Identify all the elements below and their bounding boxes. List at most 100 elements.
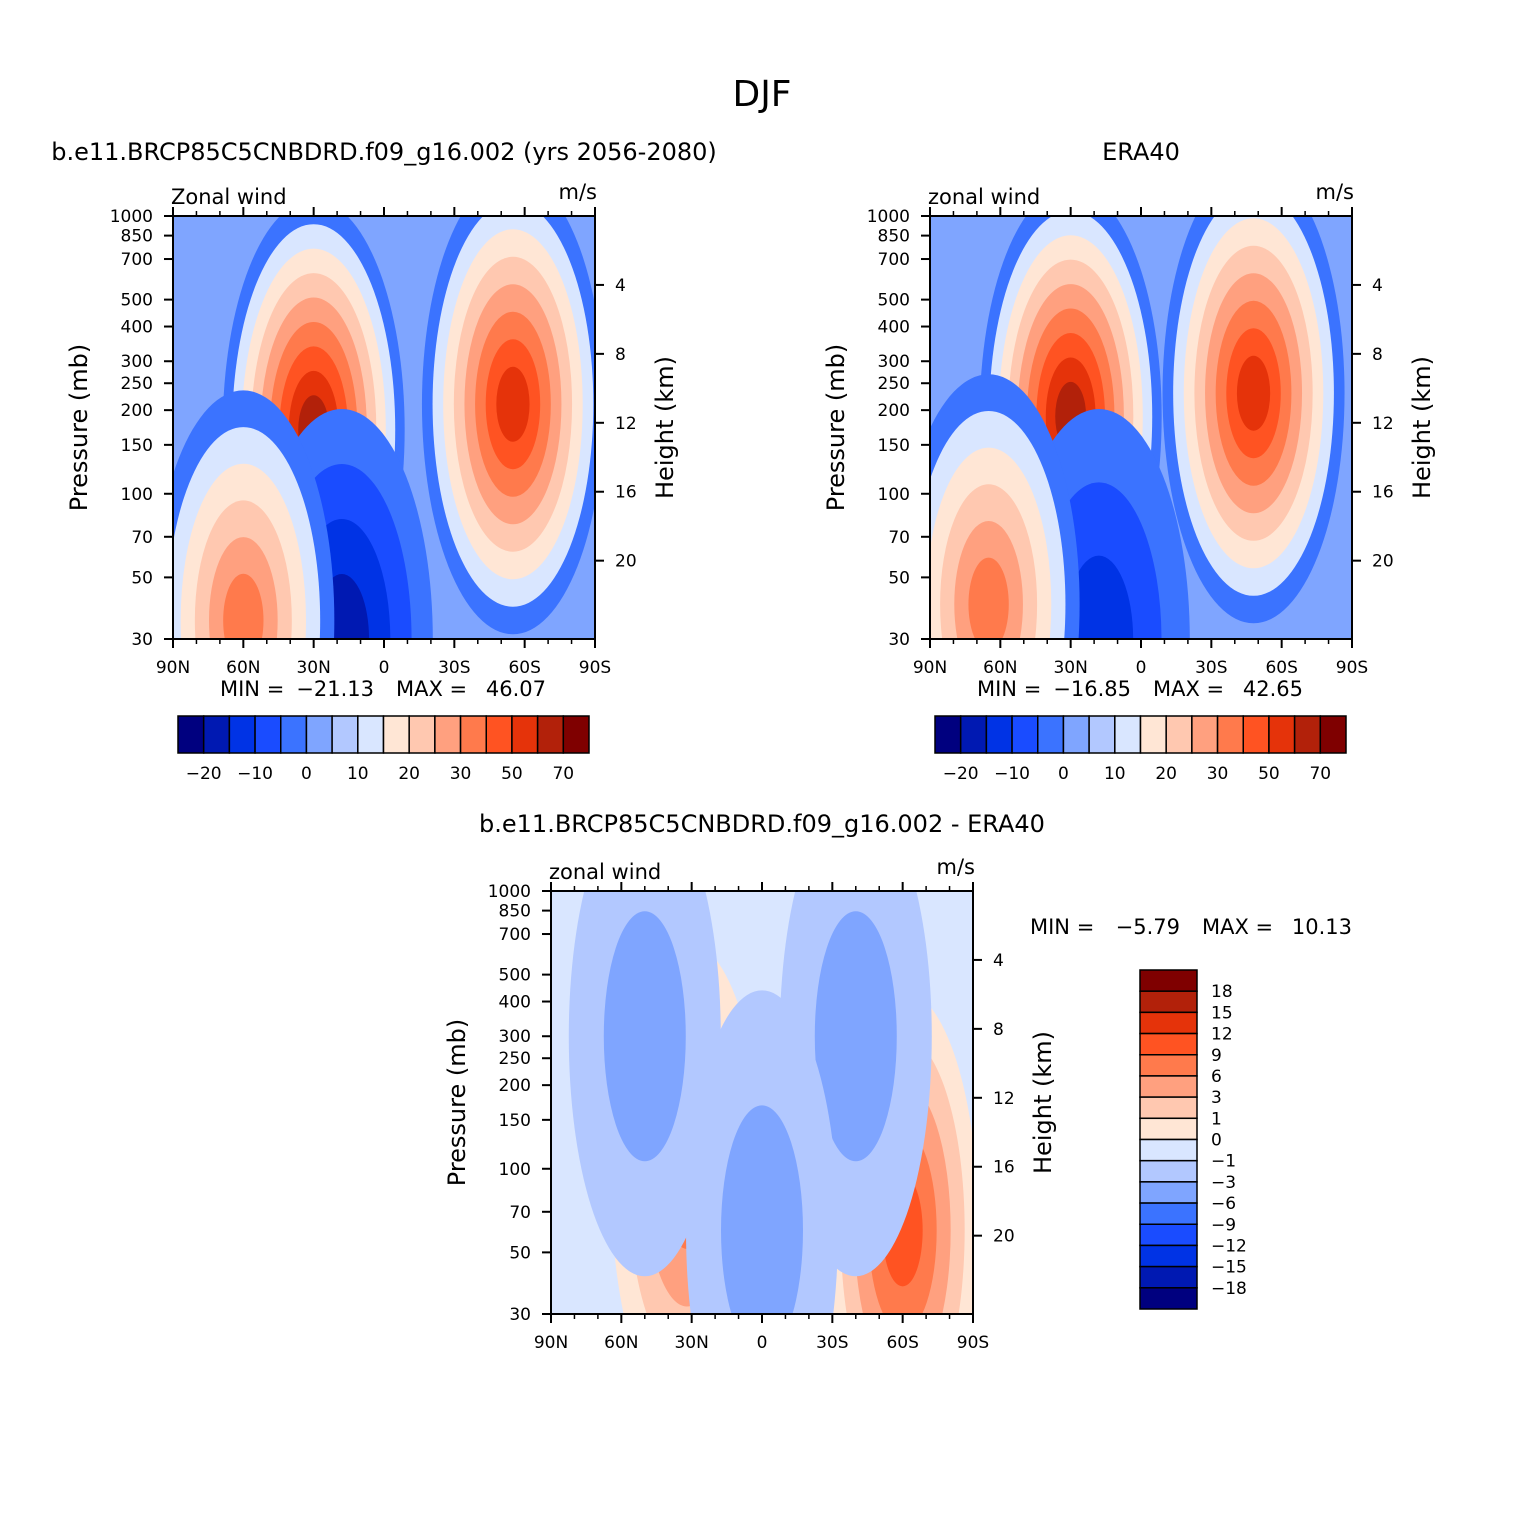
figure-title: DJF [732, 74, 791, 115]
panel-model-colorbar: −20 −10 0 10 20 30 50 70 [177, 715, 590, 784]
panel-model-min-label: MIN = [220, 677, 284, 701]
x-tick-label: 0 [1136, 658, 1147, 678]
contour-band [223, 573, 264, 639]
colorbar-box [1139, 1287, 1198, 1310]
colorbar-box [1139, 1117, 1198, 1141]
colorbar-box [1139, 990, 1198, 1014]
y-right-tick-label: 12 [993, 1089, 1015, 1109]
x-tick-label: 90S [1336, 658, 1368, 678]
colorbar-label: 30 [1207, 764, 1229, 784]
colorbar-box [1139, 1244, 1198, 1268]
colorbar-label: 3 [1211, 1088, 1222, 1108]
colorbar-label: 15 [1211, 1003, 1233, 1023]
y-tick-label: 700 [499, 925, 531, 945]
colorbar-box [1139, 1054, 1198, 1077]
colorbar-label: −9 [1211, 1215, 1236, 1235]
y-tick-label: 300 [499, 1027, 531, 1047]
panel-model-left-label: Zonal wind [171, 185, 287, 209]
y-tick-label: 500 [121, 291, 153, 311]
y-tick-label: 200 [878, 401, 910, 421]
y-tick-label: 70 [509, 1203, 531, 1223]
y-tick-label: 1000 [867, 207, 910, 227]
colorbar-box [1139, 1011, 1198, 1035]
colorbar-box [357, 715, 385, 754]
y-right-tick-label: 4 [615, 276, 626, 296]
y-right-tick-label: 20 [1372, 552, 1394, 572]
colorbar-box [934, 715, 962, 754]
x-tick-label: 60S [508, 658, 540, 678]
colorbar-label: 6 [1211, 1067, 1222, 1087]
panel-model-max-value: 46.07 [486, 677, 546, 701]
colorbar-label: −12 [1211, 1236, 1247, 1256]
panel-diff: b.e11.BRCP85C5CNBDRD.f09_g16.002 - ERA40… [443, 810, 1352, 1353]
y-right-axis-title: Height (km) [651, 356, 679, 499]
panel-obs-title: ERA40 [1102, 138, 1180, 166]
x-tick-label: 30N [1053, 658, 1087, 678]
colorbar-box [1139, 1265, 1198, 1289]
colorbar-label: 18 [1211, 982, 1233, 1002]
y-tick-label: 400 [121, 318, 153, 338]
y-tick-label: 30 [131, 630, 153, 650]
x-tick-label: 90S [579, 658, 611, 678]
colorbar-label: 10 [347, 764, 369, 784]
colorbar-box [1319, 715, 1347, 754]
colorbar-label: −10 [237, 764, 273, 784]
contour-band [1236, 355, 1271, 431]
panel-diff-min-label: MIN = [1030, 915, 1094, 939]
y-tick-label: 50 [888, 568, 910, 588]
colorbar-label: 50 [1258, 764, 1280, 784]
y-right-tick-label: 12 [615, 414, 637, 434]
y-tick-label: 1000 [488, 882, 531, 902]
contour-band [496, 366, 530, 442]
y-tick-label: 700 [878, 250, 910, 270]
colorbar-box [1062, 715, 1090, 754]
y-tick-label: 250 [499, 1049, 531, 1069]
colorbar-label: −3 [1211, 1173, 1236, 1193]
y-tick-label: 30 [509, 1305, 531, 1325]
colorbar-label: −10 [994, 764, 1030, 784]
contour-band [603, 911, 686, 1162]
y-tick-label: 70 [131, 528, 153, 548]
colorbar-box [459, 715, 487, 754]
y-right-tick-label: 8 [993, 1020, 1004, 1040]
y-tick-label: 150 [121, 436, 153, 456]
y-right-axis-title: Height (km) [1029, 1031, 1057, 1174]
y-right-tick-label: 4 [993, 951, 1004, 971]
y-tick-label: 1000 [110, 207, 153, 227]
colorbar-label: −6 [1211, 1194, 1236, 1214]
colorbar-box [1191, 715, 1219, 754]
colorbar-box [1139, 1223, 1198, 1247]
y-right-tick-label: 8 [615, 345, 626, 365]
colorbar-box [1139, 1075, 1198, 1098]
contour-band [721, 1105, 803, 1314]
panel-obs-max-label: MAX = [1153, 677, 1224, 701]
panel-obs-colorbar: −20 −10 0 10 20 30 50 70 [934, 715, 1347, 784]
x-tick-label: 60N [983, 658, 1017, 678]
panel-obs-field [930, 216, 1352, 639]
colorbar-box [536, 715, 565, 754]
colorbar-box [331, 715, 359, 754]
x-tick-label: 90S [957, 1333, 989, 1353]
contour-band [814, 911, 897, 1162]
panel-model-axes: 90N 60N 30N 0 30S 60S 90S 30 50 70 100 150 200 250300… [65, 207, 679, 678]
y-tick-label: 500 [499, 966, 531, 986]
y-right-tick-label: 20 [615, 552, 637, 572]
panel-diff-min-value: −5.79 [1116, 915, 1180, 939]
y-tick-label: 850 [878, 227, 910, 247]
colorbar-box [280, 715, 308, 754]
y-tick-label: 30 [888, 630, 910, 650]
y-tick-label: 150 [878, 436, 910, 456]
colorbar-box [1139, 1032, 1198, 1056]
x-tick-label: 30S [1195, 658, 1227, 678]
panel-model-max-label: MAX = [396, 677, 467, 701]
colorbar-box [1088, 715, 1116, 754]
y-tick-label: 70 [888, 528, 910, 548]
colorbar-box [1293, 715, 1322, 754]
contour-band [1064, 555, 1134, 639]
y-tick-label: 200 [121, 401, 153, 421]
x-tick-label: 30S [816, 1333, 848, 1353]
y-tick-label: 250 [121, 374, 153, 394]
y-right-tick-label: 16 [615, 483, 637, 503]
